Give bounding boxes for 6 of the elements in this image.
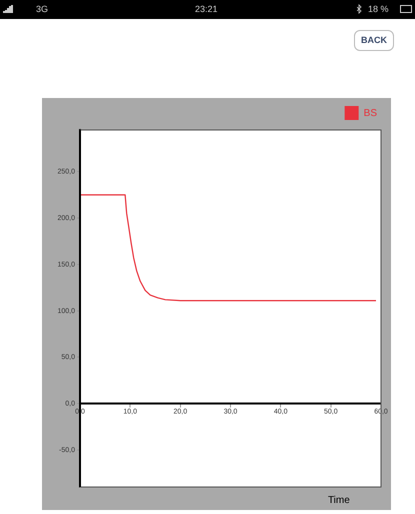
text: BACK [354,30,394,51]
text: 23:21 [195,4,218,14]
text: 3G [36,4,48,14]
legend-label: BS [364,108,378,119]
text: 18 % [368,4,389,14]
x-axis-title: Time [328,494,350,506]
